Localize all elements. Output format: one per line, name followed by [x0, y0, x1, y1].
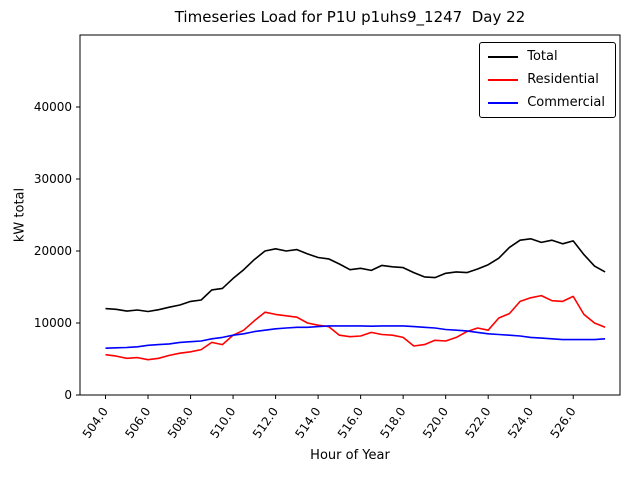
x-tick-label: 506.0	[122, 405, 153, 441]
y-tick-label: 30000	[34, 172, 72, 186]
x-tick-label: 510.0	[207, 405, 238, 441]
series-line-residential	[105, 294, 606, 361]
x-tick-label: 526.0	[548, 405, 579, 441]
x-tick-label: 520.0	[420, 405, 451, 441]
x-tick-label: 516.0	[335, 405, 366, 441]
y-tick-label: 20000	[34, 244, 72, 258]
x-tick-label: 522.0	[462, 405, 493, 441]
x-tick-label: 504.0	[80, 405, 111, 441]
x-tick-label: 508.0	[165, 405, 196, 441]
x-tick-label: 524.0	[505, 405, 536, 441]
legend-line-sample-residential	[488, 79, 519, 81]
y-tick-label: 40000	[34, 100, 72, 114]
legend-item-commercial: Commercial	[488, 95, 605, 111]
y-tick-label: 0	[64, 388, 72, 402]
legend: Total Residential Commercial	[479, 42, 616, 118]
legend-item-total: Total	[488, 49, 605, 65]
legend-item-residential: Residential	[488, 72, 605, 88]
series-line-commercial	[105, 325, 606, 349]
x-tick-label: 512.0	[250, 405, 281, 441]
axes-frame	[79, 34, 621, 396]
x-axis-label: Hour of Year	[310, 448, 390, 463]
series-line-total	[105, 238, 606, 313]
legend-line-sample-commercial	[488, 102, 519, 104]
legend-label-residential: Residential	[527, 72, 599, 87]
y-tick-label: 10000	[34, 316, 72, 330]
x-tick-label: 514.0	[292, 405, 323, 441]
legend-label-commercial: Commercial	[527, 95, 605, 110]
legend-label-total: Total	[527, 49, 558, 64]
legend-line-sample-total	[488, 56, 519, 58]
x-tick-label: 518.0	[377, 405, 408, 441]
chart-title: Timeseries Load for P1U p1uhs9_1247 Day …	[174, 8, 526, 26]
